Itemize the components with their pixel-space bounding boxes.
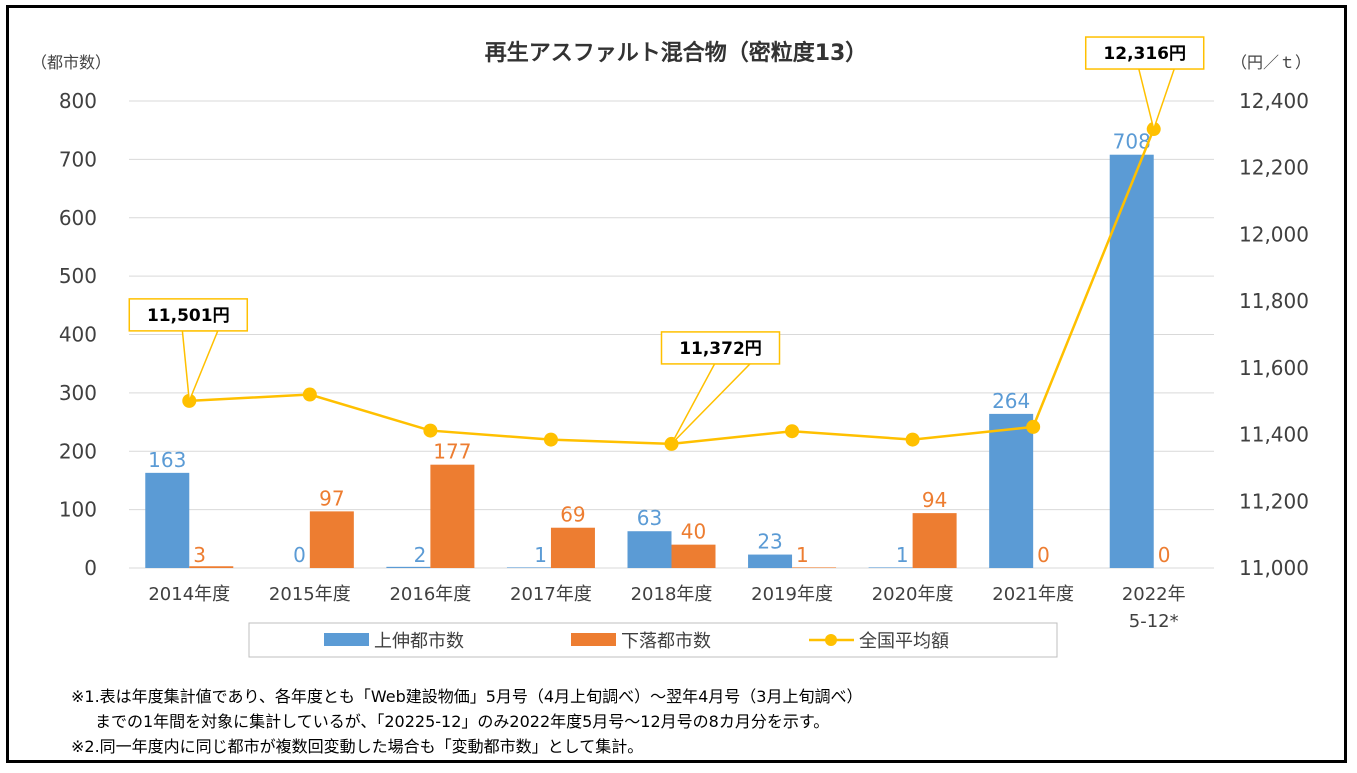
callout-text: 11,501円 [147, 306, 230, 326]
bar-up [627, 531, 672, 568]
callout-text: 12,316円 [1103, 44, 1186, 64]
callout-box [1084, 36, 1205, 70]
callout-box [128, 298, 249, 332]
data-label-up: 2 [414, 543, 427, 567]
legend-swatch-marker [825, 634, 837, 646]
bar-down [550, 527, 595, 568]
callout-pointer [1137, 68, 1176, 132]
y-left-tick-label: 0 [84, 556, 97, 580]
avg-point [543, 432, 558, 447]
footnote-1-cont: までの1年間を対象に集計しているが、「20225-12」のみ2022年度5月号～… [95, 712, 830, 731]
y-left-tick-label: 700 [59, 147, 97, 171]
avg-point [302, 387, 317, 402]
x-tick-label: 2017年度 [510, 584, 592, 605]
data-label-down: 3 [193, 543, 206, 567]
bar-down [792, 567, 837, 568]
bar-down [430, 464, 475, 568]
y-left-unit: （都市数） [31, 53, 111, 72]
data-label-up: 163 [148, 448, 186, 472]
callout-box [660, 331, 781, 365]
y-left-tick-label: 800 [59, 89, 97, 113]
bar-down [912, 513, 957, 568]
bar-down [189, 566, 234, 568]
data-label-up: 23 [757, 530, 782, 554]
callout-pointer [670, 363, 752, 445]
x-tick-label: 2014年度 [148, 584, 230, 605]
bar-up [989, 413, 1034, 568]
y-right-tick-label: 12,000 [1239, 222, 1309, 246]
avg-point [905, 432, 920, 447]
data-label-down: 69 [560, 503, 585, 527]
y-right-unit: （円／ｔ） [1231, 53, 1311, 72]
bar-up [145, 472, 190, 568]
y-right-tick-label: 11,800 [1239, 289, 1309, 313]
data-label-up: 264 [992, 389, 1030, 413]
x-tick-label: 2020年度 [872, 584, 954, 605]
data-label-up: 0 [293, 543, 306, 567]
legend-label-down: 下落都市数 [621, 631, 711, 652]
avg-point [423, 423, 438, 438]
chart-title: 再生アスファルト混合物（密粒度13） [485, 40, 868, 66]
x-tick-label: 2022年 [1122, 584, 1186, 605]
data-label-down: 0 [1037, 543, 1050, 567]
footnote-2: ※2.同一年度内に同じ都市が複数回変動した場合も「変動都市数」として集計。 [71, 737, 644, 756]
y-left-tick-label: 600 [59, 206, 97, 230]
callout-text: 11,372円 [679, 339, 762, 359]
legend-label-avg: 全国平均額 [859, 631, 949, 652]
x-tick-label: 2021年度 [992, 584, 1074, 605]
x-tick-label: 2015年度 [269, 584, 351, 605]
bar-up [868, 567, 913, 568]
footnote-1: ※1.表は年度集計値であり、各年度とも「Web建設物価」5月号（4月上旬調べ）～… [71, 687, 863, 706]
chart-canvas: 再生アスファルト混合物（密粒度13）（都市数） （円／ｔ）010020030040… [31, 36, 1311, 658]
chart-frame: 再生アスファルト混合物（密粒度13） （都市数） （円／ｔ） 0 100 200 300 40… [6, 5, 1347, 763]
y-left-tick-label: 300 [59, 381, 97, 405]
data-label-down: 94 [922, 488, 947, 512]
y-left-tick-label: 400 [59, 323, 97, 347]
y-right-tick-label: 12,400 [1239, 89, 1309, 113]
bar-down [309, 511, 354, 568]
legend-swatch-down [571, 633, 616, 646]
legend-label-up: 上伸都市数 [374, 631, 464, 652]
y-left-tick-label: 100 [59, 498, 97, 522]
x-tick-label: 2019年度 [751, 584, 833, 605]
bar-up [1109, 154, 1154, 568]
x-tick-label: 2018年度 [631, 584, 713, 605]
y-left-tick-label: 200 [59, 439, 97, 463]
bar-up [506, 567, 551, 568]
y-right-tick-label: 11,600 [1239, 356, 1309, 380]
legend [248, 622, 1058, 658]
bar-up [748, 554, 793, 568]
data-label-down: 1 [796, 543, 809, 567]
y-right-tick-label: 12,200 [1239, 156, 1309, 180]
data-label-up: 63 [637, 506, 662, 530]
y-right-tick-label: 11,000 [1239, 556, 1309, 580]
callout-pointer [181, 330, 219, 402]
data-label-up: 1 [896, 543, 909, 567]
bar-up [386, 566, 431, 568]
avg-point [1026, 419, 1041, 434]
data-label-down: 177 [433, 440, 471, 464]
bar-down [671, 544, 716, 568]
data-label-down: 0 [1158, 543, 1171, 567]
avg-point [785, 424, 800, 439]
y-right-tick-label: 11,200 [1239, 489, 1309, 513]
legend-swatch-up [324, 633, 369, 646]
data-label-down: 97 [319, 486, 344, 510]
x-tick-label: 2016年度 [389, 584, 471, 605]
y-left-tick-label: 500 [59, 264, 97, 288]
y-right-tick-label: 11,400 [1239, 423, 1309, 447]
data-label-down: 40 [681, 520, 706, 544]
data-label-up: 1 [534, 543, 547, 567]
x-tick-label: 5-12* [1129, 611, 1179, 632]
